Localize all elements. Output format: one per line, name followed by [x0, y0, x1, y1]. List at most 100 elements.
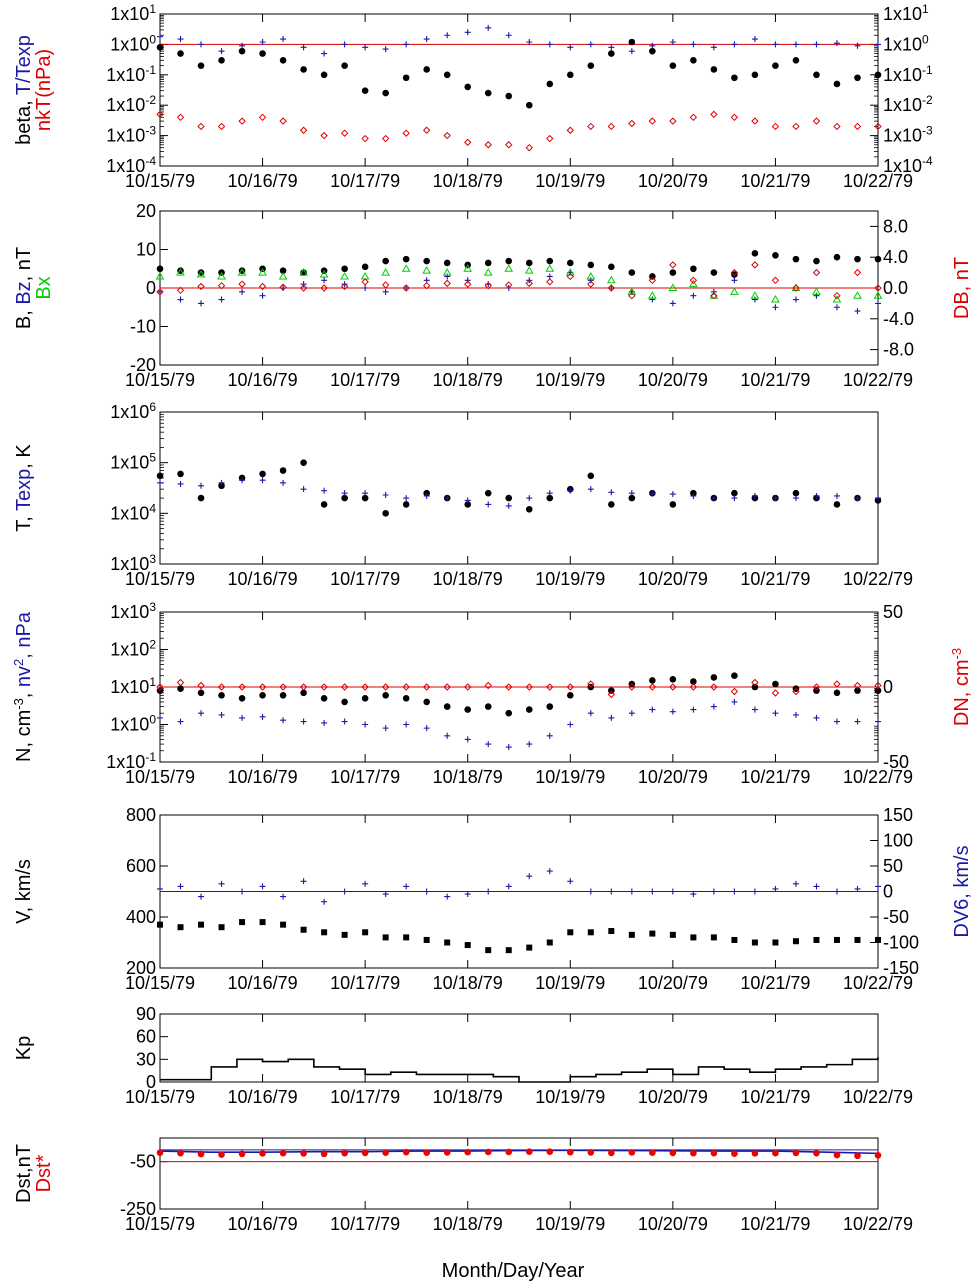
point-DV6 — [710, 888, 717, 895]
point-t_texp — [690, 41, 697, 48]
point-DN — [853, 681, 862, 690]
point-V — [218, 924, 225, 931]
point-DN — [258, 683, 267, 691]
point-DV6 — [792, 880, 799, 887]
point-B — [443, 259, 451, 267]
point-Texp — [423, 492, 430, 499]
series-DB — [156, 261, 882, 300]
point-Texp — [587, 486, 594, 493]
panel-speed: 800 600 400 200 150 100 50 0 -50 -100 -150 10/15/79… — [13, 805, 973, 993]
tick-mantissa: 1x10 — [110, 602, 149, 622]
point-nv2 — [218, 711, 225, 718]
point-Texp — [218, 479, 225, 486]
point-V — [198, 921, 205, 928]
point-t_texp — [321, 50, 328, 57]
point-DB — [751, 261, 759, 269]
point-DB — [874, 284, 882, 292]
point-DV6 — [321, 898, 328, 905]
point-N — [731, 672, 738, 680]
point-t_texp — [403, 41, 410, 48]
point-B — [505, 257, 513, 265]
point-Bx — [627, 287, 637, 295]
point-N — [751, 683, 759, 691]
point-beta — [649, 47, 656, 55]
tick-mantissa: 1x10 — [106, 65, 145, 85]
y-tick-label-right: 8.0 — [883, 216, 908, 236]
point-Bx — [176, 268, 185, 276]
point-DN — [217, 683, 226, 691]
point-Dst_star — [238, 1150, 246, 1158]
point-DN — [730, 687, 739, 696]
point-N — [382, 692, 389, 699]
point-t_texp — [628, 48, 635, 55]
series-line-Kp — [160, 1057, 879, 1083]
point-DB — [422, 281, 431, 290]
label-part-1: Texp — [13, 469, 35, 511]
y-tick-label-right: -8.0 — [883, 340, 914, 360]
point-Texp — [772, 495, 779, 502]
point-nv2 — [669, 708, 676, 715]
point-N — [218, 692, 225, 699]
point-Texp — [341, 490, 348, 497]
label-part-0: Bx — [33, 276, 55, 299]
x-tick-label: 10/19/79 — [535, 1087, 605, 1107]
x-tick-label: 10/18/79 — [433, 171, 503, 191]
point-DV6 — [669, 888, 676, 895]
point-T — [546, 494, 554, 502]
point-beta — [710, 66, 718, 73]
x-tick-label: 10/15/79 — [125, 171, 195, 191]
point-DV6 — [341, 888, 348, 895]
point-V — [731, 936, 738, 943]
point-Bx — [299, 268, 308, 276]
x-tick-label: 10/21/79 — [740, 370, 810, 390]
series-T — [156, 459, 882, 517]
point-nkt — [751, 117, 759, 125]
x-tick-label: 10/15/79 — [125, 1214, 195, 1234]
point-beta — [792, 56, 800, 64]
point-V — [444, 939, 451, 946]
y-tick-label-right: 1x10-4 — [883, 154, 933, 176]
point-B — [402, 255, 410, 263]
x-tick-label: 10/16/79 — [228, 767, 298, 787]
point-Texp — [546, 490, 553, 497]
x-tick-label: 10/19/79 — [535, 973, 605, 993]
point-Dst_star — [197, 1150, 205, 1158]
tick-mantissa: 1x10 — [883, 34, 922, 54]
point-nv2 — [526, 741, 533, 748]
point-Texp — [239, 477, 246, 484]
point-nkt — [730, 113, 739, 122]
point-nv2 — [546, 732, 553, 739]
point-V — [157, 921, 163, 928]
point-V — [587, 929, 594, 936]
point-T — [402, 501, 410, 508]
point-beta — [402, 74, 410, 82]
point-beta — [443, 71, 451, 79]
point-Bz — [464, 277, 471, 284]
point-Dst_star — [792, 1149, 800, 1157]
point-t_texp — [854, 42, 861, 49]
point-Texp — [875, 495, 881, 502]
y-tick-label-right: 1x10-2 — [883, 93, 933, 115]
point-B — [382, 257, 389, 265]
point-V — [772, 939, 779, 946]
tick-exponent: 3 — [149, 600, 156, 614]
point-Texp — [177, 480, 184, 487]
point-Bx — [832, 295, 842, 303]
point-t_texp — [464, 29, 471, 36]
point-Dst_star — [710, 1149, 718, 1157]
point-Texp — [505, 502, 512, 509]
x-tick-label: 10/22/79 — [843, 1214, 913, 1234]
point-V — [382, 934, 389, 941]
point-Bx — [442, 268, 452, 276]
point-V — [608, 928, 615, 935]
point-N — [177, 685, 184, 693]
point-nkt — [402, 129, 410, 137]
plot-frame — [159, 13, 879, 167]
x-tick-label: 10/21/79 — [740, 767, 810, 787]
point-DV6 — [690, 891, 697, 898]
point-Dst_star — [320, 1150, 328, 1158]
point-nv2 — [628, 710, 635, 717]
series-Texp — [157, 477, 881, 509]
